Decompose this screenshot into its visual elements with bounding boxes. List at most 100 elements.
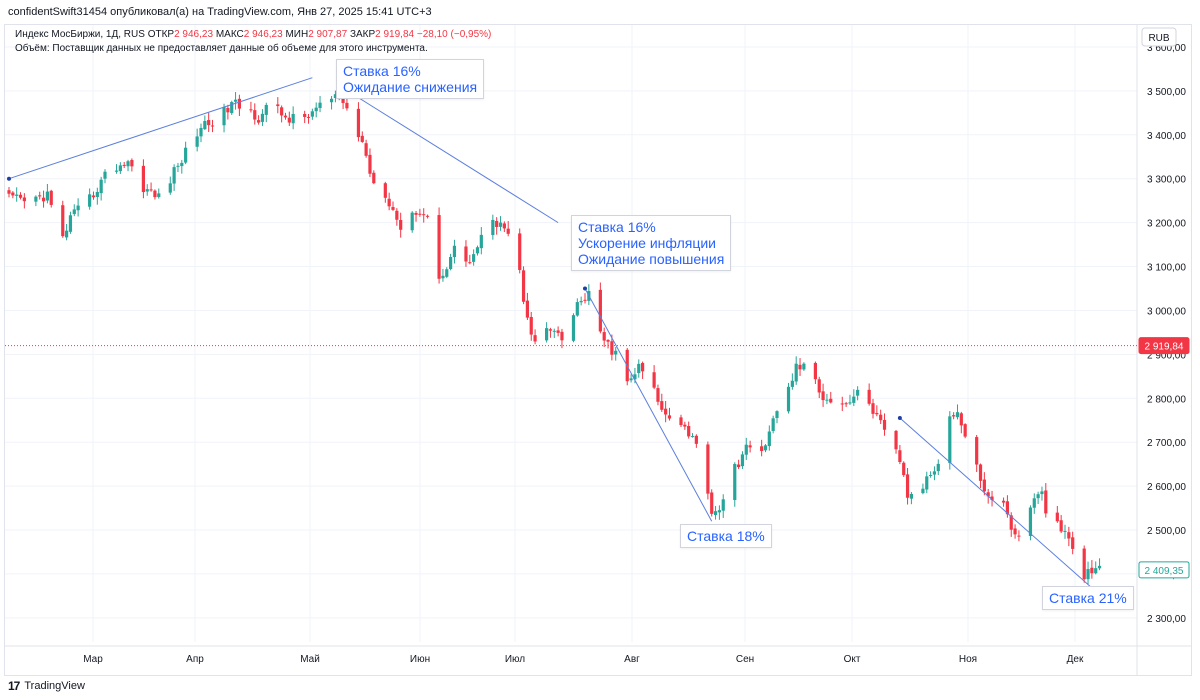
candle-down[interactable] <box>61 205 65 237</box>
candle-up[interactable] <box>721 499 725 511</box>
candle-up[interactable] <box>925 476 929 490</box>
candle-up[interactable] <box>157 193 161 198</box>
candle-down[interactable] <box>952 415 956 417</box>
candle-up[interactable] <box>76 205 80 211</box>
candle-down[interactable] <box>821 391 825 401</box>
candle-down[interactable] <box>1059 520 1063 532</box>
candle-down[interactable] <box>18 194 23 198</box>
candle-up[interactable] <box>203 121 207 130</box>
candle-down[interactable] <box>283 115 288 118</box>
annotation-rate-21[interactable]: Ставка 21% <box>1042 586 1134 610</box>
candle-down[interactable] <box>525 300 529 318</box>
candle-down[interactable] <box>425 215 430 217</box>
candle-up[interactable] <box>786 386 791 412</box>
candle-up[interactable] <box>329 98 334 103</box>
candle-up[interactable] <box>825 399 829 401</box>
candle-down[interactable] <box>210 125 215 127</box>
candle-down[interactable] <box>882 419 887 430</box>
candle-up[interactable] <box>172 167 176 184</box>
candle-down[interactable] <box>583 299 587 301</box>
annotation-rate-18[interactable]: Ставка 18% <box>680 524 772 548</box>
candle-down[interactable] <box>1001 500 1006 503</box>
candle-up[interactable] <box>15 194 19 196</box>
candle-up[interactable] <box>88 194 92 207</box>
candle-down[interactable] <box>149 189 153 191</box>
currency-selector[interactable] <box>1141 27 1177 47</box>
candle-up[interactable] <box>790 380 794 387</box>
candle-down[interactable] <box>656 388 660 402</box>
candle-up[interactable] <box>45 191 49 201</box>
candle-down[interactable] <box>1055 512 1059 522</box>
candle-up[interactable] <box>1036 494 1040 499</box>
candle-down[interactable] <box>1082 548 1086 580</box>
candle-down[interactable] <box>249 109 253 111</box>
candle-up[interactable] <box>1097 565 1102 569</box>
candle-up[interactable] <box>184 147 188 163</box>
trend-line[interactable] <box>354 94 559 224</box>
candle-down[interactable] <box>606 340 610 342</box>
candle-down[interactable] <box>41 197 46 202</box>
candle-up[interactable] <box>932 471 937 475</box>
candle-up[interactable] <box>744 444 748 455</box>
candle-down[interactable] <box>829 398 833 403</box>
candle-down[interactable] <box>737 464 741 468</box>
candle-up[interactable] <box>472 254 476 262</box>
candle-down[interactable] <box>502 223 506 229</box>
candle-down[interactable] <box>226 107 230 113</box>
candle-down[interactable] <box>748 445 752 448</box>
candle-down[interactable] <box>207 120 211 126</box>
candle-down[interactable] <box>602 332 606 341</box>
candle-down[interactable] <box>813 362 817 380</box>
candle-down[interactable] <box>1013 528 1017 535</box>
candle-down[interactable] <box>844 403 848 405</box>
candle-up[interactable] <box>168 183 172 193</box>
candle-down[interactable] <box>982 479 986 492</box>
candle-down[interactable] <box>130 159 134 167</box>
candle-up[interactable] <box>575 302 579 316</box>
candle-up[interactable] <box>176 165 180 167</box>
candle-down[interactable] <box>372 172 376 184</box>
candle-up[interactable] <box>794 363 798 382</box>
candle-up[interactable] <box>68 215 73 232</box>
candle-down[interactable] <box>387 198 391 207</box>
candle-up[interactable] <box>95 191 99 197</box>
candle-down[interactable] <box>963 424 967 437</box>
candle-up[interactable] <box>579 300 583 303</box>
candle-up[interactable] <box>637 363 641 374</box>
candle-down[interactable] <box>556 330 560 333</box>
candle-down[interactable] <box>7 190 11 194</box>
candle-up[interactable] <box>633 374 637 380</box>
candle-up[interactable] <box>1028 507 1033 536</box>
candle-down[interactable] <box>986 492 990 497</box>
candle-up[interactable] <box>771 418 775 431</box>
candle-down[interactable] <box>395 210 399 220</box>
candle-up[interactable] <box>856 389 860 396</box>
candle-up[interactable] <box>491 219 495 236</box>
candle-up[interactable] <box>260 113 265 122</box>
candle-up[interactable] <box>929 474 933 476</box>
candle-down[interactable] <box>902 462 906 476</box>
candle-down[interactable] <box>276 104 280 107</box>
candle-down[interactable] <box>975 437 979 465</box>
candle-down[interactable] <box>253 110 257 120</box>
candle-down[interactable] <box>1067 532 1071 539</box>
candle-up[interactable] <box>118 165 122 172</box>
candle-up[interactable] <box>552 330 556 332</box>
candle-down[interactable] <box>1017 535 1021 537</box>
candle-down[interactable] <box>122 164 126 166</box>
candle-up[interactable] <box>222 106 226 126</box>
candle-up[interactable] <box>1086 569 1090 580</box>
candle-up[interactable] <box>775 411 779 418</box>
candle-up[interactable] <box>114 170 119 172</box>
candle-down[interactable] <box>280 107 284 116</box>
candle-up[interactable] <box>264 104 268 115</box>
candle-down[interactable] <box>91 195 96 198</box>
candle-up[interactable] <box>310 111 314 117</box>
candle-down[interactable] <box>1009 515 1013 530</box>
footer-brand[interactable]: 17 TradingView <box>8 679 85 693</box>
candle-down[interactable] <box>153 190 157 198</box>
candle-down[interactable] <box>694 435 698 444</box>
candle-down[interactable] <box>141 165 145 193</box>
candle-up[interactable] <box>1040 491 1044 495</box>
